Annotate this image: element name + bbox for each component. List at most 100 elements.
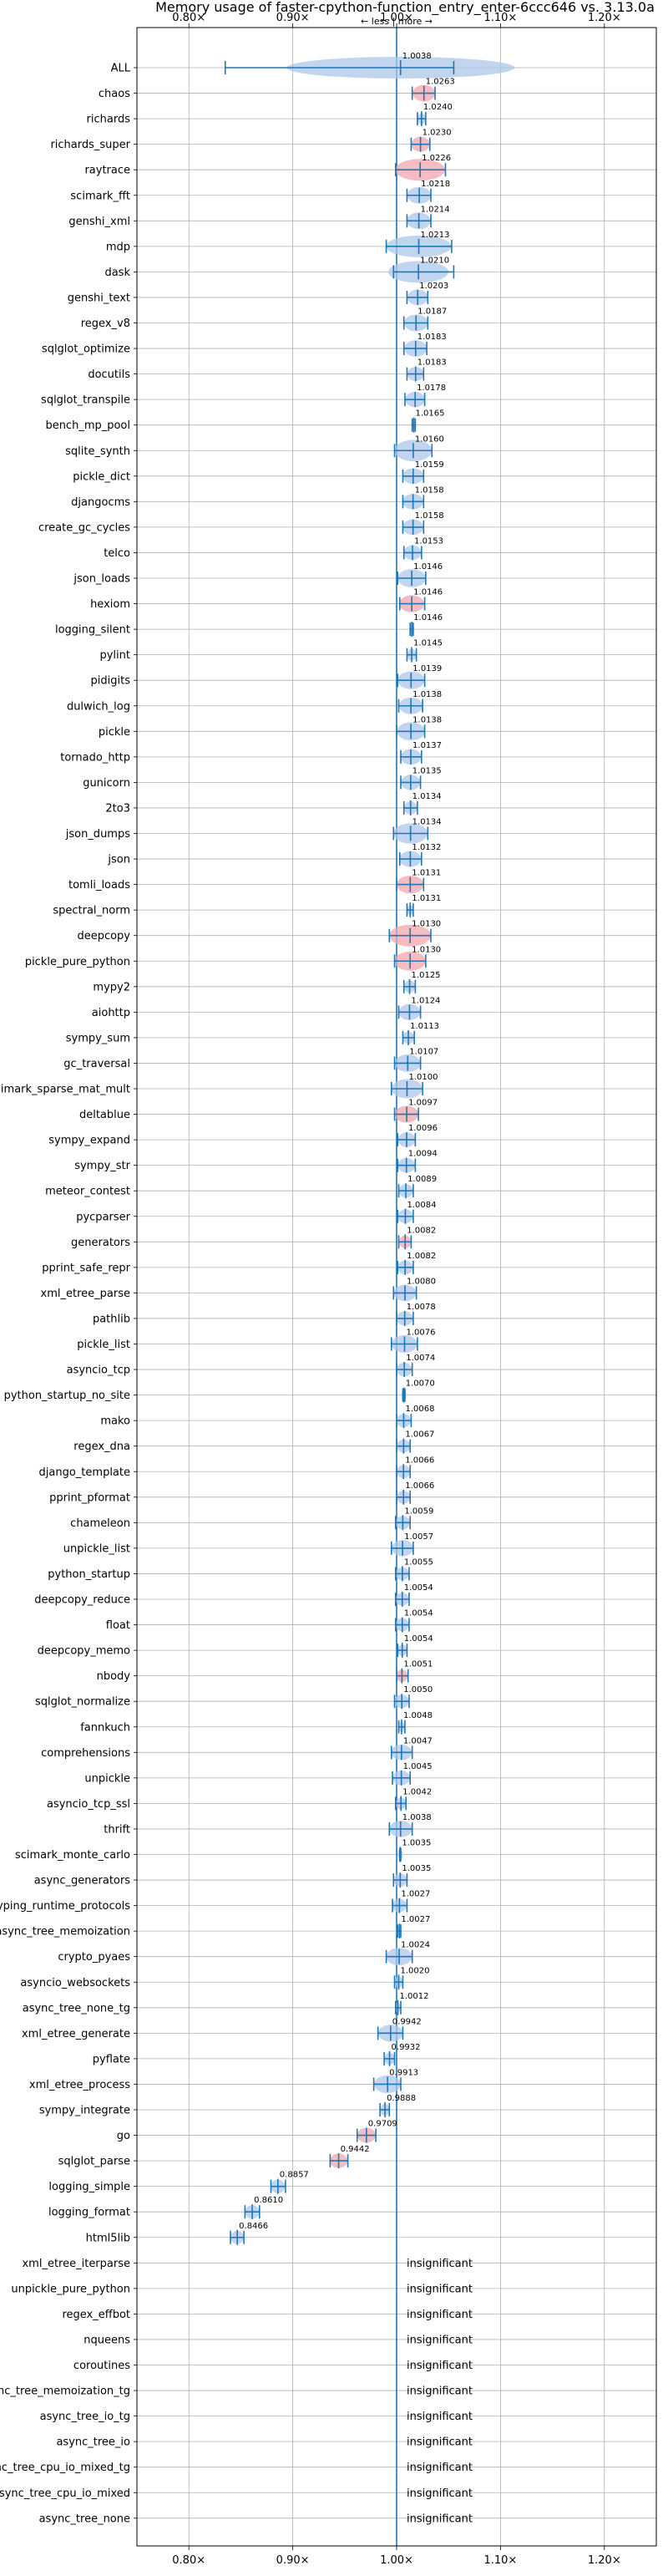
value-label-pickle_pure_python: 1.0130 xyxy=(412,945,441,954)
y-tick-label-pickle_list: pickle_list xyxy=(77,1339,130,1351)
y-tick-label-python_startup: python_startup xyxy=(48,1568,130,1581)
value-label-scimark_monte_carlo: 1.0035 xyxy=(402,1839,431,1848)
y-tick-label-unpickle_pure_python: unpickle_pure_python xyxy=(11,2283,130,2295)
y-tick-label-genshi_text: genshi_text xyxy=(68,292,130,304)
y-tick-label-regex_dna: regex_dna xyxy=(73,1440,130,1453)
value-label-pathlib: 1.0078 xyxy=(407,1303,436,1312)
value-label-spectral_norm: 1.0131 xyxy=(412,894,441,903)
value-label-create_gc_cycles: 1.0158 xyxy=(415,511,444,521)
y-tick-label-async_tree_io: async_tree_io xyxy=(56,2436,130,2449)
y-tick-label-async_tree_memoization: async_tree_memoization xyxy=(0,1926,130,1938)
y-tick-label-comprehensions: comprehensions xyxy=(41,1747,130,1760)
value-label-telco: 1.0153 xyxy=(414,536,443,546)
y-tick-label-richards_super: richards_super xyxy=(50,139,130,151)
y-tick-label-nbody: nbody xyxy=(97,1670,131,1683)
y-tick-label-gunicorn: gunicorn xyxy=(83,777,130,790)
y-tick-label-logging_simple: logging_simple xyxy=(48,2181,130,2193)
y-tick-label-logging_format: logging_format xyxy=(48,2207,130,2219)
x-tick-label-bottom-0: 0.80× xyxy=(172,2554,205,2567)
insignificant-label-coroutines: insignificant xyxy=(407,2360,473,2372)
value-label-regex_v8: 1.0187 xyxy=(418,307,447,317)
value-label-nbody: 1.0051 xyxy=(403,1660,433,1669)
y-tick-label-2to3: 2to3 xyxy=(105,802,130,815)
y-tick-label-regex_v8: regex_v8 xyxy=(81,318,130,330)
y-tick-label-bench_mp_pool: bench_mp_pool xyxy=(45,419,130,432)
y-tick-label-typing_runtime_protocols: typing_runtime_protocols xyxy=(0,1900,130,1913)
value-label-mako: 1.0068 xyxy=(405,1405,434,1414)
y-tick-label-deepcopy: deepcopy xyxy=(77,930,130,943)
y-tick-label-create_gc_cycles: create_gc_cycles xyxy=(38,521,130,534)
value-label-logging_format: 0.8610 xyxy=(254,2196,283,2205)
y-tick-label-html5lib: html5lib xyxy=(86,2232,130,2244)
value-label-sqlglot_transpile: 1.0178 xyxy=(417,384,446,393)
y-tick-label-richards: richards xyxy=(87,114,131,126)
value-label-bench_mp_pool: 1.0165 xyxy=(416,409,445,419)
y-tick-label-async_tree_cpu_io_mixed: async_tree_cpu_io_mixed xyxy=(0,2487,130,2500)
y-tick-label-async_tree_none_tg: async_tree_none_tg xyxy=(23,2002,130,2015)
y-tick-label-mako: mako xyxy=(100,1415,130,1428)
value-label-genshi_xml: 1.0214 xyxy=(421,205,450,214)
value-label-html5lib: 0.8466 xyxy=(239,2222,268,2231)
insignificant-label-async_tree_cpu_io_mixed_tg: insignificant xyxy=(407,2462,473,2474)
value-label-json_dumps: 1.0134 xyxy=(412,818,442,827)
y-tick-label-sqlite_synth: sqlite_synth xyxy=(65,445,130,458)
chart-title: Memory usage of faster-cpython-function_… xyxy=(155,0,655,16)
value-label-async_generators: 1.0035 xyxy=(402,1864,431,1873)
y-tick-label-regex_effbot: regex_effbot xyxy=(62,2309,130,2321)
y-tick-label-deltablue: deltablue xyxy=(79,1109,130,1121)
y-tick-label-pycparser: pycparser xyxy=(76,1211,130,1223)
y-tick-label-fannkuch: fannkuch xyxy=(80,1721,130,1734)
value-label-dulwich_log: 1.0138 xyxy=(412,690,442,699)
y-tick-label-asyncio_websockets: asyncio_websockets xyxy=(20,1977,130,1989)
insignificant-label-async_tree_cpu_io_mixed: insignificant xyxy=(407,2487,473,2500)
value-label-mdp: 1.0213 xyxy=(420,231,449,240)
value-label-asyncio_websockets: 1.0020 xyxy=(400,1966,429,1975)
y-tick-label-logging_silent: logging_silent xyxy=(55,624,130,637)
y-tick-label-tornado_http: tornado_http xyxy=(60,751,130,764)
x-tick-label-bottom-1: 0.90× xyxy=(276,2554,310,2567)
value-label-mypy2: 1.0125 xyxy=(412,971,441,980)
y-tick-label-genshi_xml: genshi_xml xyxy=(68,216,130,228)
y-tick-label-scimark_sparse_mat_mult: scimark_sparse_mat_mult xyxy=(0,1084,130,1096)
y-tick-label-async_tree_none: async_tree_none xyxy=(39,2512,130,2525)
y-tick-label-django_template: django_template xyxy=(39,1466,130,1479)
x-tick-label-bottom-4: 1.20× xyxy=(588,2554,621,2567)
value-label-sympy_str: 1.0094 xyxy=(408,1150,438,1159)
y-tick-label-sympy_str: sympy_str xyxy=(74,1160,130,1172)
value-label-sqlglot_parse: 0.9442 xyxy=(341,2145,370,2154)
y-tick-label-pprint_safe_repr: pprint_safe_repr xyxy=(42,1262,130,1274)
y-tick-label-xml_etree_process: xml_etree_process xyxy=(29,2079,130,2091)
insignificant-label-async_tree_io: insignificant xyxy=(407,2436,473,2449)
value-label-docutils: 1.0183 xyxy=(418,358,447,368)
value-label-sympy_expand: 1.0096 xyxy=(408,1124,438,1133)
value-label-meteor_contest: 1.0089 xyxy=(407,1175,437,1184)
insignificant-label-nqueens: insignificant xyxy=(407,2334,473,2346)
y-tick-label-crypto_pyaes: crypto_pyaes xyxy=(58,1951,130,1964)
value-label-pprint_pformat: 1.0066 xyxy=(405,1481,434,1491)
value-label-sympy_integrate: 0.9888 xyxy=(387,2094,416,2103)
value-label-xml_etree_parse: 1.0080 xyxy=(407,1277,436,1286)
x-tick-label-top-3: 1.10× xyxy=(483,12,517,24)
direction-label: ← less | more → xyxy=(361,16,433,27)
x-tick-label-bottom-3: 1.10× xyxy=(483,2554,517,2567)
y-tick-label-pathlib: pathlib xyxy=(93,1313,130,1325)
value-label-pickle_list: 1.0076 xyxy=(406,1329,435,1338)
y-tick-label-tomli_loads: tomli_loads xyxy=(68,879,130,892)
y-tick-label-unpickle: unpickle xyxy=(84,1772,130,1785)
value-label-asyncio_tcp_ssl: 1.0042 xyxy=(402,1787,432,1796)
value-label-deltablue: 1.0097 xyxy=(408,1099,438,1108)
y-tick-label-mdp: mdp xyxy=(106,241,130,253)
value-label-pycparser: 1.0084 xyxy=(407,1201,436,1210)
y-tick-label-pickle_dict: pickle_dict xyxy=(73,470,130,483)
y-tick-label-docutils: docutils xyxy=(88,368,130,381)
y-tick-label-dask: dask xyxy=(104,267,130,279)
y-tick-label-chaos: chaos xyxy=(99,88,130,100)
value-label-raytrace: 1.0226 xyxy=(422,154,451,163)
y-tick-label-hexiom: hexiom xyxy=(90,598,130,611)
value-label-pickle_dict: 1.0159 xyxy=(415,460,444,470)
y-tick-label-pidigits: pidigits xyxy=(91,675,131,688)
insignificant-label-async_tree_io_tg: insignificant xyxy=(407,2411,473,2423)
y-tick-label-aiohttp: aiohttp xyxy=(92,1007,130,1019)
y-tick-label-deepcopy_reduce: deepcopy_reduce xyxy=(34,1594,130,1607)
value-label-unpickle: 1.0045 xyxy=(403,1762,433,1771)
